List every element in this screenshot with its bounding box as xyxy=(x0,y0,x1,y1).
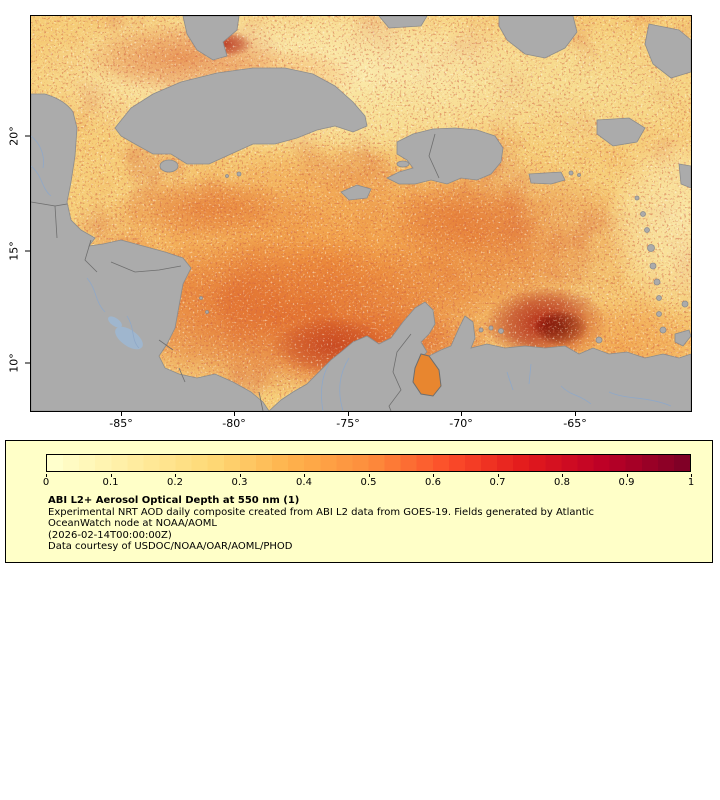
colorbar-tick-mark xyxy=(304,474,305,477)
y-axis-tick-mark xyxy=(25,135,30,137)
legend-description-line-1: Experimental NRT AOD daily composite cre… xyxy=(48,506,595,518)
island-dot xyxy=(644,227,650,233)
x-axis-tick-label: -85° xyxy=(109,417,133,430)
y-axis-tick-mark xyxy=(25,250,30,252)
nodata-patch xyxy=(378,16,428,29)
rivers xyxy=(31,135,672,411)
island-dot xyxy=(498,328,504,334)
land-gonave xyxy=(396,160,410,168)
land-jamaica xyxy=(340,184,372,201)
y-axis-tick-mark xyxy=(25,362,30,364)
colorbar-tick-label: 0 xyxy=(42,477,50,488)
colorbar-tick-mark xyxy=(497,474,499,477)
legend-text: ABI L2+ Aerosol Optical Depth at 550 nm … xyxy=(48,495,594,553)
y-axis-tick-label: 15° xyxy=(7,241,21,261)
lake-managua xyxy=(108,316,122,328)
land-central-america xyxy=(31,93,270,411)
island-dot xyxy=(640,211,646,217)
lake-maracaibo xyxy=(412,353,442,397)
island-dot xyxy=(656,311,662,317)
map-frame: -85° -80° -75° -70° -65° 20° 15° 10° xyxy=(8,15,692,430)
colorbar-tick-label: 1 xyxy=(687,477,695,488)
x-axis-tick-label: -65° xyxy=(563,417,587,430)
colorbar-tick-mark xyxy=(691,474,692,477)
x-axis-tick-mark xyxy=(347,411,349,416)
x-axis-tick-label: -75° xyxy=(336,417,360,430)
x-axis-tick-mark xyxy=(234,411,236,416)
island-dot xyxy=(225,174,229,178)
island-dot xyxy=(236,171,242,177)
island-dot xyxy=(653,278,661,286)
legend-panel: 0 0.1 0.2 0.3 0.4 0.5 0.6 0.7 0.8 0.9 1 ABI L2+ Ae… xyxy=(5,440,713,563)
colorbar-tick-mark xyxy=(626,474,628,477)
land-hispaniola xyxy=(386,127,504,185)
island-dot xyxy=(577,173,581,177)
colorbar-tick-label: 0.3 xyxy=(231,477,248,488)
colorbar-tick-label: 0.1 xyxy=(102,477,119,488)
island-dot xyxy=(656,295,662,301)
island-dot xyxy=(647,244,655,252)
island-dot xyxy=(199,296,203,300)
island-dot xyxy=(634,195,640,201)
nodata-patch xyxy=(644,23,691,79)
colorbar-tick-mark xyxy=(562,474,563,477)
x-axis-tick-mark xyxy=(574,411,576,416)
colorbar-labels: 0 0.1 0.2 0.3 0.4 0.5 0.6 0.7 0.8 0.9 1 xyxy=(42,474,695,490)
colorbar-tick-mark xyxy=(433,474,434,477)
land-puerto-rico xyxy=(528,171,566,185)
island-dot xyxy=(649,262,657,270)
island-dot xyxy=(205,310,209,314)
x-axis-tick-mark xyxy=(121,411,123,416)
legend-courtesy: Data courtesy of USDOC/NOAA/OAR/AOML/PHO… xyxy=(48,541,293,552)
island-dot xyxy=(595,336,603,344)
country-borders xyxy=(31,133,440,411)
colorbar-tick-label: 0.2 xyxy=(167,477,183,488)
y-axis-tick-label: 20° xyxy=(7,126,21,146)
island-dot xyxy=(478,327,484,333)
colorbar-tick-mark xyxy=(110,474,112,477)
colorbar-tick-label: 0.4 xyxy=(296,477,312,488)
land-cuba xyxy=(114,67,368,165)
legend-timestamp: (2026-02-14T00:00:00Z) xyxy=(48,529,172,541)
legend-title: ABI L2+ Aerosol Optical Depth at 550 nm … xyxy=(48,495,300,506)
colorbar xyxy=(46,454,691,472)
colorbar-tick-mark xyxy=(368,474,370,477)
nodata-patch xyxy=(498,16,578,59)
colorbar-tick-mark xyxy=(46,474,47,477)
x-axis-tick-label: -80° xyxy=(222,417,246,430)
colorbar-tick-label: 0.5 xyxy=(360,477,377,488)
land-trinidad xyxy=(674,329,691,347)
colorbar-tick-label: 0.8 xyxy=(554,477,570,488)
colorbar-tick-mark xyxy=(175,474,176,477)
colorbar-tick-mark xyxy=(239,474,241,477)
colorbar-tick-label: 0.7 xyxy=(489,477,506,488)
land-isla-juventud xyxy=(159,159,179,173)
island-dot xyxy=(681,300,689,308)
aod-map-raster xyxy=(31,16,691,411)
land-south-america xyxy=(268,301,691,411)
nodata-patch xyxy=(182,16,240,61)
island-dot xyxy=(488,325,494,331)
legend-description-line-2: OceanWatch node at NOAA/AOML xyxy=(48,518,217,529)
colorbar-tick-label: 0.6 xyxy=(425,477,441,488)
nodata-patch xyxy=(596,117,646,147)
x-axis-tick-mark xyxy=(460,411,462,416)
y-axis-tick-label: 10° xyxy=(7,353,21,373)
island-dot xyxy=(659,326,667,334)
x-axis-tick-label: -70° xyxy=(449,417,473,430)
land-layer xyxy=(31,16,691,411)
nodata-patch xyxy=(678,163,691,189)
colorbar-tick-label: 0.9 xyxy=(618,477,635,488)
island-dot xyxy=(568,170,574,176)
